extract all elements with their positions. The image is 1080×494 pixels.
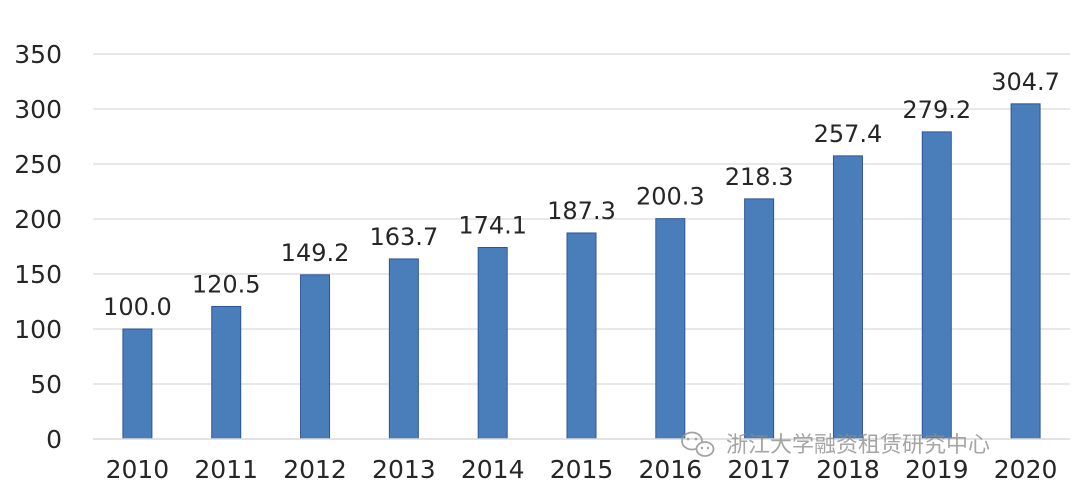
x-tick-label: 2016 bbox=[639, 455, 703, 484]
data-label: 149.2 bbox=[281, 239, 350, 267]
x-tick-label: 2011 bbox=[194, 455, 258, 484]
data-label: 187.3 bbox=[547, 197, 616, 225]
x-tick-label: 2014 bbox=[461, 455, 525, 484]
bar bbox=[832, 155, 863, 440]
y-tick-label: 250 bbox=[14, 150, 62, 179]
bar bbox=[300, 274, 331, 440]
y-tick-label: 200 bbox=[14, 205, 62, 234]
data-labels: 100.0 120.5 149.2 163.7 174.1 187.3 200.3 218.3… bbox=[103, 68, 1060, 321]
x-tick-label: 2015 bbox=[550, 455, 614, 484]
bar bbox=[388, 258, 419, 440]
data-label: 200.3 bbox=[636, 183, 705, 211]
x-tick-label: 2017 bbox=[727, 455, 791, 484]
data-label: 174.1 bbox=[458, 211, 527, 239]
y-tick-label: 350 bbox=[14, 40, 62, 69]
data-label: 218.3 bbox=[725, 163, 794, 191]
data-label: 120.5 bbox=[192, 270, 261, 298]
watermark-text: 浙江大学融资租赁研究中心 bbox=[726, 433, 990, 458]
bar bbox=[566, 232, 597, 440]
bar bbox=[211, 305, 242, 440]
wechat-icon bbox=[681, 431, 715, 457]
bar bbox=[744, 198, 775, 440]
y-tick-label: 150 bbox=[14, 260, 62, 289]
x-tick-label: 2010 bbox=[106, 455, 170, 484]
bar bbox=[655, 218, 686, 440]
x-axis-tick-labels: 2010 2011 2012 2013 2014 2015 2016 2017 2018 2019… bbox=[106, 455, 1058, 484]
bar bbox=[122, 328, 153, 440]
x-tick-label: 2012 bbox=[283, 455, 347, 484]
watermark: 浙江大学融资租赁研究中心 bbox=[681, 431, 990, 458]
bar bbox=[477, 246, 508, 440]
x-tick-label: 2013 bbox=[372, 455, 436, 484]
bar bbox=[1010, 103, 1041, 440]
data-label: 279.2 bbox=[902, 96, 971, 124]
x-tick-label: 2019 bbox=[905, 455, 969, 484]
bars bbox=[122, 103, 1041, 440]
y-tick-label: 50 bbox=[30, 370, 62, 399]
data-label: 100.0 bbox=[103, 293, 172, 321]
y-tick-label: 100 bbox=[14, 315, 62, 344]
data-label: 304.7 bbox=[991, 68, 1060, 96]
data-label: 257.4 bbox=[814, 120, 883, 148]
x-tick-label: 2020 bbox=[994, 455, 1058, 484]
y-tick-label: 300 bbox=[14, 95, 62, 124]
y-tick-label: 0 bbox=[46, 425, 62, 454]
x-tick-label: 2018 bbox=[816, 455, 880, 484]
bar bbox=[921, 131, 952, 440]
y-axis-tick-labels: 0 50 100 150 200 250 300 350 bbox=[14, 40, 62, 454]
data-label: 163.7 bbox=[370, 223, 439, 251]
